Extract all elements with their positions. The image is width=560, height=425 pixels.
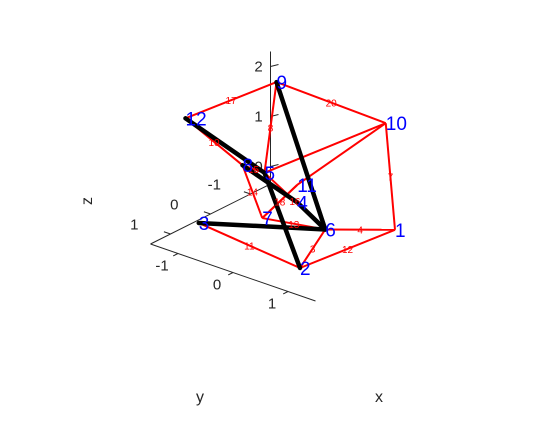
node-label-2: 2 (300, 259, 311, 280)
y-tick-label: 0 (170, 197, 178, 214)
x-tick-label: 0 (213, 277, 221, 294)
z-axis-label: z (79, 197, 96, 205)
cable-label: 18 (274, 197, 286, 208)
cable-label: 14 (247, 188, 259, 199)
node-label-9: 9 (277, 73, 288, 94)
cable-label: 4 (357, 226, 363, 237)
cable-label: 10 (208, 138, 220, 149)
node-label-6: 6 (325, 220, 336, 241)
y-axis-label: y (196, 389, 204, 406)
node-label-1: 1 (395, 221, 406, 242)
cable-label: 11 (244, 241, 255, 252)
y-tick (164, 232, 171, 234)
cable-label: 13 (288, 220, 300, 231)
node-label-10: 10 (386, 114, 407, 135)
axes: -101-101012 (130, 52, 315, 313)
x-tick-label: -1 (155, 258, 168, 275)
cable-label: 7 (388, 172, 394, 183)
cable-label: 12 (342, 245, 354, 256)
z-tick-label: 2 (254, 59, 262, 76)
cable-label: 3 (310, 245, 316, 256)
node-label-7: 7 (262, 209, 273, 230)
node-label-3: 3 (199, 214, 210, 235)
x-axis-label: x (375, 389, 383, 406)
z-tick-label: 1 (254, 109, 262, 126)
z-tick (271, 65, 279, 67)
y-tick-label: -1 (208, 177, 221, 194)
x-tick (173, 254, 178, 256)
node-label-11: 11 (297, 176, 317, 197)
x-tick (283, 292, 288, 294)
node-label-8: 8 (243, 156, 254, 177)
node-label-5: 5 (265, 164, 276, 185)
x-tick (228, 273, 233, 275)
x-tick-label: 1 (268, 296, 276, 313)
y-tick-label: 1 (130, 217, 138, 234)
cable-label: 20 (326, 99, 338, 110)
node-label-12: 12 (186, 109, 207, 130)
cable-label: 8 (268, 123, 274, 134)
cable-label: 17 (225, 96, 237, 107)
